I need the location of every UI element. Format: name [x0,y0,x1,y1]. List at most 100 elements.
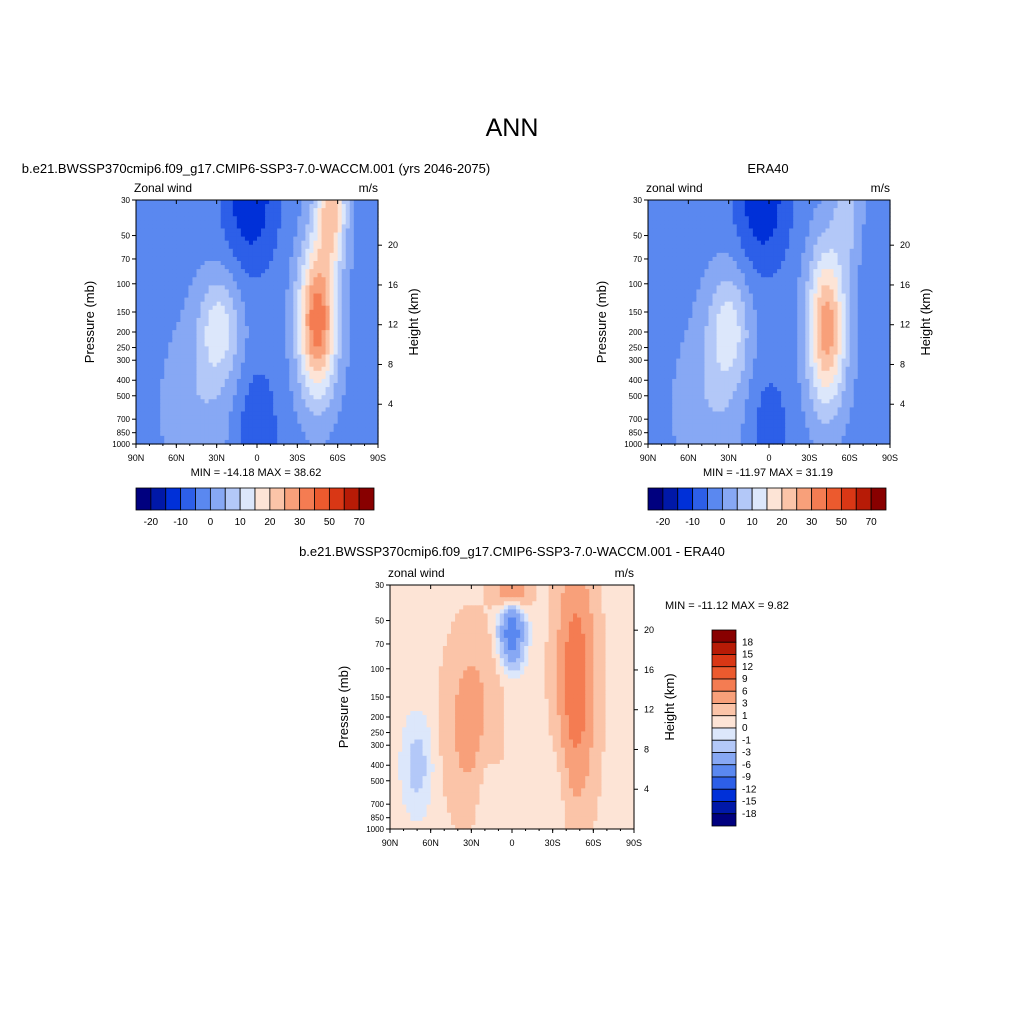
field-cell [224,256,230,262]
field-cell [252,273,258,278]
field-cell [676,273,681,278]
field-cell [216,281,222,286]
field-cell [724,212,730,217]
field-cell [740,220,746,225]
field-cell [252,285,258,291]
field-cell [785,208,790,213]
field-cell [349,427,355,433]
field-cell [369,212,375,217]
field-cell [204,370,210,376]
field-cell [353,317,359,323]
field-cell [152,265,157,270]
field-cell [164,244,169,250]
field-cell [220,281,226,286]
field-cell [865,281,871,286]
field-cell [160,317,165,323]
field-cell [204,252,210,258]
field-cell [200,439,206,445]
field-cell [152,204,157,209]
field-cell [329,252,335,258]
field-cell [172,256,177,262]
field-cell [732,216,738,221]
field-cell [281,378,286,384]
field-cell [313,305,319,311]
field-cell [692,212,697,217]
field-cell [853,277,859,282]
field-cell [664,220,669,225]
field-cell [204,305,210,311]
field-cell [801,236,806,242]
field-cell [289,403,294,408]
field-cell [301,224,306,230]
field-cell [265,232,270,238]
field-cell [313,285,319,291]
field-cell [845,228,851,234]
field-cell [148,297,153,303]
field-cell [220,248,226,254]
field-cell [277,208,282,213]
field-cell [353,435,359,441]
field-cell [341,383,347,388]
field-cell [176,334,181,339]
field-cell [188,248,194,254]
field-cell [261,427,266,433]
field-cell [172,326,177,331]
field-cell [349,326,355,331]
field-cell [676,224,681,230]
field-cell [252,439,258,445]
field-cell [240,301,246,307]
field-cell [305,423,311,429]
field-cell [781,265,786,270]
field-cell [341,399,347,404]
field-cell [728,224,734,230]
field-cell [285,411,290,417]
field-cell [269,395,274,400]
field-cell [837,224,843,230]
field-cell [341,431,347,437]
field-cell [756,236,762,242]
field-cell [764,204,770,209]
field-cell [176,220,181,225]
field-cell [164,273,169,278]
field-cell [373,200,379,205]
field-cell [309,313,315,319]
field-cell [265,285,270,291]
field-cell [261,236,266,242]
field-cell [220,273,226,278]
field-cell [293,322,298,327]
field-cell [136,322,141,327]
field-cell [152,248,157,254]
field-cell [305,322,311,327]
field-cell [696,273,702,278]
field-cell [301,228,306,234]
field-cell [781,277,786,282]
field-cell [289,387,294,392]
field-cell [200,309,206,315]
field-cell [156,293,161,299]
field-cell [857,248,863,254]
field-cell [180,281,185,286]
field-cell [196,293,202,299]
field-cell [781,240,786,246]
field-cell [676,200,681,205]
field-cell [680,277,685,282]
field-cell [769,244,774,250]
field-cell [341,338,347,343]
field-cell [156,358,161,364]
field-cell [668,273,673,278]
field-cell [160,232,165,238]
field-cell [313,236,319,242]
field-cell [317,411,323,417]
field-cell [809,252,814,258]
field-cell [168,431,173,437]
field-cell [357,289,363,295]
field-cell [208,305,214,311]
field-cell [861,261,867,266]
field-cell [277,293,282,299]
field-cell [216,330,222,335]
field-cell [200,273,206,278]
field-cell [325,293,331,299]
field-cell [881,252,887,258]
field-cell [257,261,262,266]
field-cell [200,216,206,221]
